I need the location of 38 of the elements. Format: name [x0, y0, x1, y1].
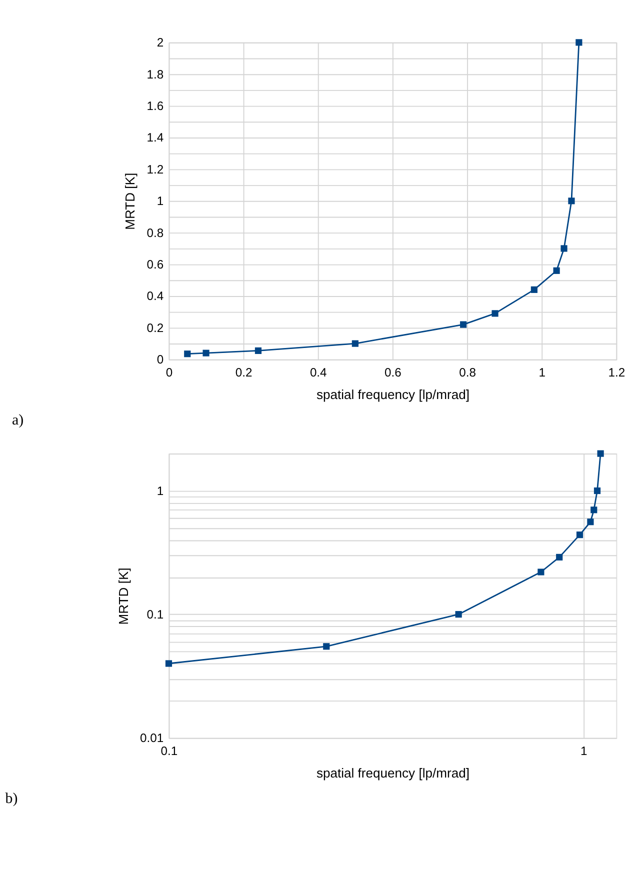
x-tick-label: 0.2 — [235, 366, 252, 380]
point — [460, 321, 467, 328]
y-tick-label: 0.6 — [146, 258, 164, 272]
text: b) — [5, 791, 18, 808]
x-axis-title: spatial frequency [lp/mrad] — [316, 387, 470, 402]
text: a) — [12, 412, 24, 429]
x-tick-label: 0 — [166, 366, 173, 380]
point — [530, 286, 538, 293]
y-tick-label: 1.2 — [146, 162, 164, 176]
y-tick-label: 2 — [156, 36, 164, 50]
y-tick-label: 0.4 — [146, 289, 164, 304]
point — [576, 39, 582, 46]
y-tick-label: 1 — [156, 194, 164, 208]
x-tick-label: 0.6 — [384, 366, 402, 380]
x-tick-label: 1 — [538, 366, 546, 380]
y-tick-label: 1.8 — [146, 67, 164, 82]
y-tick-label: 0 — [156, 352, 164, 367]
x-axis-title: spatial frequency [lp/mrad] — [316, 766, 470, 781]
point — [184, 350, 191, 358]
point — [568, 198, 575, 204]
point — [352, 340, 358, 347]
x-tick-label: 0.8 — [459, 366, 476, 380]
y-tick-label: 0.01 — [140, 731, 164, 746]
x-tick-label: 1.2 — [608, 366, 626, 380]
point — [254, 347, 262, 354]
y-tick-label: 1.4 — [146, 130, 164, 145]
point — [553, 267, 560, 274]
x-tick-label: 0.4 — [310, 366, 328, 380]
y-tick-label: 0.1 — [146, 608, 164, 622]
y-axis-title: MRTD [K] — [116, 568, 131, 625]
point — [202, 350, 210, 356]
y-tick-label: 0.2 — [146, 320, 164, 335]
y-tick-label: 0.8 — [146, 226, 164, 240]
y-axis-title: MRTD [K] — [122, 172, 138, 230]
y-tick-label: 1 — [156, 484, 164, 498]
point — [492, 310, 498, 317]
y-tick-label: 1.6 — [146, 99, 164, 114]
point — [560, 245, 568, 252]
